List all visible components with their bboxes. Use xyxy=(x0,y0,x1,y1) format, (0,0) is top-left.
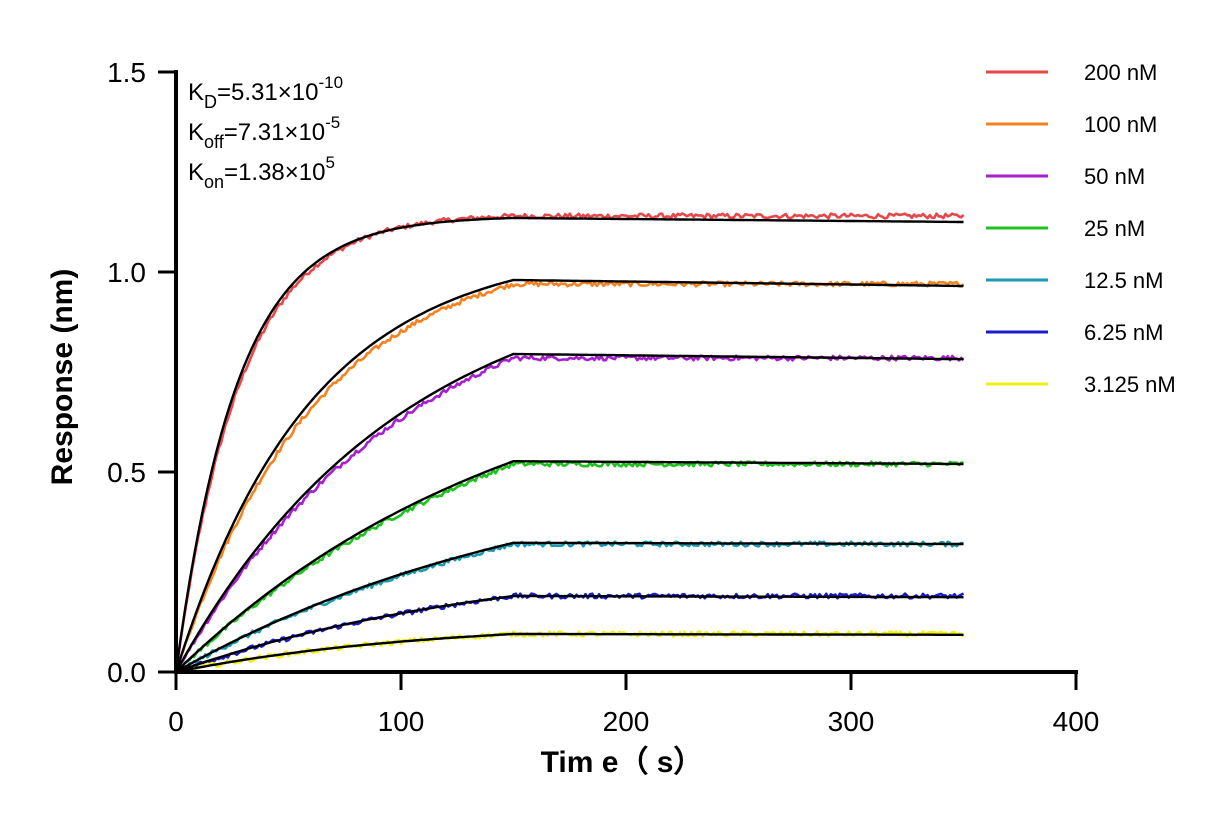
annotation-sub: D xyxy=(204,92,217,112)
series-line-50-nm xyxy=(174,354,965,673)
series-line-200-nm xyxy=(174,212,965,673)
y-tick-label: 1.0 xyxy=(107,257,146,288)
y-tick-label: 1.5 xyxy=(107,57,146,88)
fit-line-6-25-nm xyxy=(175,594,964,674)
x-tick-label: 200 xyxy=(603,706,650,737)
fit-line-25-nm xyxy=(175,460,964,673)
legend-label: 200 nM xyxy=(1084,60,1157,85)
annotation-koff: Koff=7.31×10-5 xyxy=(188,113,340,152)
series-line-6-25-nm xyxy=(175,592,965,674)
y-tick-label: 0.0 xyxy=(107,657,146,688)
fit-line-50-nm xyxy=(174,352,964,673)
x-tick-label: 100 xyxy=(378,706,425,737)
legend-label: 12.5 nM xyxy=(1084,268,1164,293)
x-tick-label: 0 xyxy=(168,706,184,737)
series-line-25-nm xyxy=(175,460,964,674)
legend-label: 100 nM xyxy=(1084,112,1157,137)
legend-label: 50 nM xyxy=(1084,164,1145,189)
fit-line-3-125-nm xyxy=(175,632,964,674)
legend-label: 25 nM xyxy=(1084,216,1145,241)
annotation-sym: K xyxy=(188,79,204,106)
fit-curves xyxy=(174,216,964,674)
annotation-kon: Kon=1.38×105 xyxy=(188,153,335,192)
annotation-base: =5.31×10 xyxy=(217,79,318,106)
annotation-base: =7.31×10 xyxy=(224,119,325,146)
annotation-exp: -10 xyxy=(318,73,343,92)
annotation-sub: off xyxy=(204,132,225,152)
fit-line-12-5-nm xyxy=(175,541,964,674)
annotation-kd: KD=5.31×10-10 xyxy=(188,73,343,112)
annotation-sym: K xyxy=(188,159,204,186)
x-tick-label: 400 xyxy=(1053,706,1100,737)
x-tick-label: 300 xyxy=(828,706,875,737)
annotation-sub: on xyxy=(204,172,224,192)
legend: 200 nM 100 nM 50 nM 25 nM 12.5 nM 6.25 nM 3.12… xyxy=(986,60,1176,397)
fit-line-200-nm xyxy=(174,216,964,673)
fit-line-100-nm xyxy=(174,278,964,673)
y-tick-label: 0.5 xyxy=(107,457,146,488)
x-axis-title: Tim e（ s） xyxy=(541,745,704,779)
annotation-exp: 5 xyxy=(325,153,334,172)
legend-label: 6.25 nM xyxy=(1084,320,1164,345)
annotation-exp: -5 xyxy=(325,113,340,132)
annotation-sym: K xyxy=(188,119,204,146)
ticks: 0 100 200 300 400 0.0 0.5 1.0 1.5 xyxy=(107,57,1099,737)
plot-area xyxy=(174,212,965,674)
legend-label: 3.125 nM xyxy=(1084,372,1176,397)
y-axis-title: Response (nm) xyxy=(46,269,79,486)
annotation-base: =1.38×10 xyxy=(224,159,325,186)
